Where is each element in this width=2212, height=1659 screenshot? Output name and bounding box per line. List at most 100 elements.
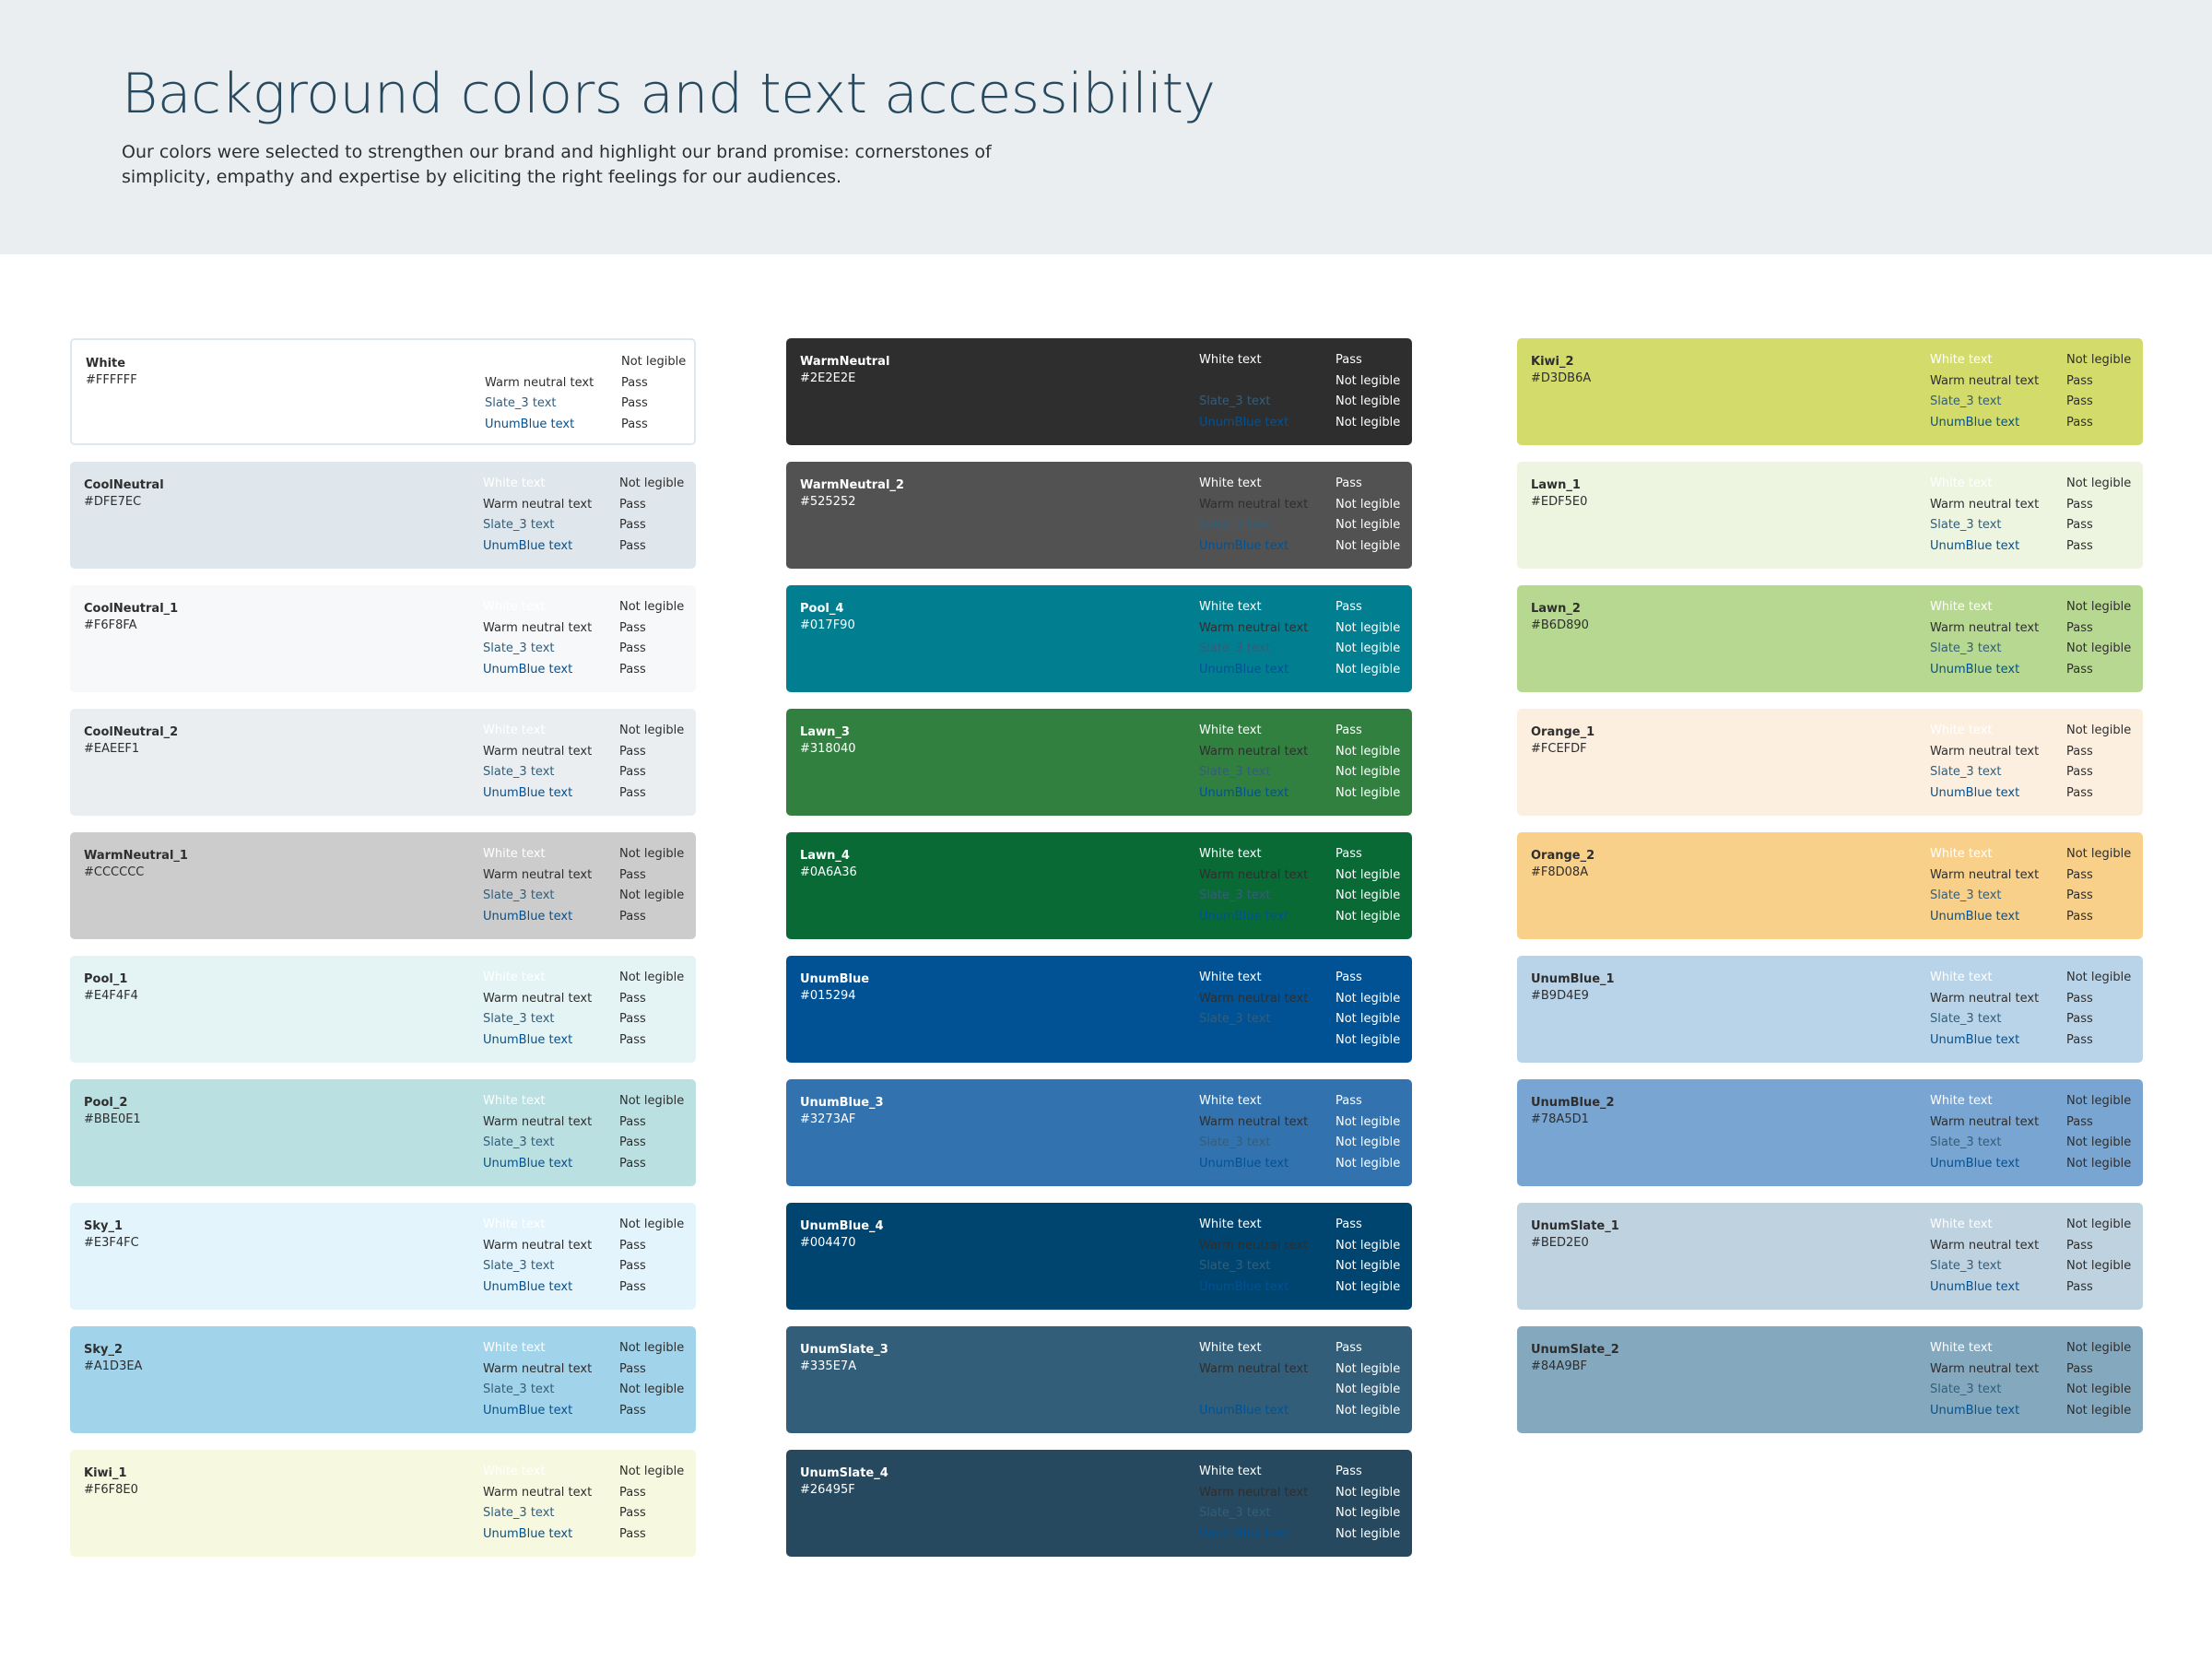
contrast-test-list: White text Not legible Warm neutral text Pa…	[483, 598, 686, 681]
contrast-result: Not legible	[1335, 394, 1401, 409]
swatch-hex: #318040	[800, 742, 856, 756]
text-sample-label: UnumBlue text	[1930, 415, 2020, 429]
contrast-test-row: UnumBlue text Pass	[1930, 661, 2133, 682]
contrast-result: Pass	[619, 1279, 646, 1294]
contrast-test-row: Slate_3 text Not legible	[1199, 1134, 1402, 1155]
contrast-result: Pass	[1335, 600, 1362, 614]
contrast-result: Not legible	[1335, 1259, 1401, 1274]
contrast-test-row: UnumBlue text Pass	[1930, 537, 2133, 559]
text-sample-label: UnumBlue text	[1199, 1032, 1289, 1047]
text-sample-label: UnumBlue text	[1199, 1156, 1289, 1171]
swatch-name: Orange_2	[1531, 849, 1595, 863]
contrast-result: Not legible	[619, 971, 685, 984]
contrast-result: Pass	[1335, 477, 1362, 490]
text-sample-label: White text	[1930, 971, 1993, 984]
color-swatch-card: UnumBlue #015294 White text Pass Warm neutra…	[786, 956, 1412, 1063]
text-sample-label: UnumBlue text	[1930, 538, 2020, 553]
contrast-test-list: White text Pass Warm neutral text Not legib…	[1199, 1092, 1402, 1175]
contrast-result: Not legible	[1335, 1361, 1401, 1376]
contrast-test-row: White text Not legible	[483, 475, 686, 496]
contrast-test-row: White text Pass	[1199, 351, 1402, 372]
swatch-hex: #0A6A36	[800, 865, 857, 879]
contrast-result: Not legible	[1335, 415, 1401, 429]
text-sample-label: Warm neutral text	[483, 1485, 593, 1500]
text-sample-label: White text	[1930, 1218, 1993, 1231]
swatch-name: CoolNeutral_1	[84, 602, 179, 616]
swatch-name: UnumBlue_3	[800, 1096, 884, 1110]
contrast-result: Not legible	[1335, 1382, 1401, 1397]
contrast-result: Not legible	[1335, 888, 1401, 903]
contrast-result: Pass	[619, 785, 646, 800]
swatch-column-2: WarmNeutral #2E2E2E White text Pass Warm neu…	[786, 338, 1412, 1573]
contrast-test-row: UnumBlue text Pass	[483, 1525, 686, 1547]
color-swatch-card: Pool_4 #017F90 White text Pass Warm neutral …	[786, 585, 1412, 692]
text-sample-label: Warm neutral text	[1199, 744, 1309, 759]
text-sample-label: Slate_3 text	[1199, 641, 1271, 656]
contrast-test-row: Warm neutral text Pass	[483, 866, 686, 888]
swatch-name: Kiwi_2	[1531, 355, 1574, 369]
contrast-result: Pass	[619, 1135, 646, 1150]
text-sample-label: Slate_3 text	[1930, 394, 2002, 409]
text-sample-label: White text	[1930, 600, 1993, 614]
contrast-result: Pass	[2066, 1238, 2093, 1253]
contrast-test-row: Warm neutral text Pass	[483, 1237, 686, 1258]
contrast-result: Pass	[619, 1156, 646, 1171]
contrast-test-row: Warm neutral text Not legible	[1199, 372, 1402, 394]
contrast-result: Pass	[619, 1506, 646, 1521]
text-sample-label: Warm neutral text	[1199, 620, 1309, 635]
swatch-hex: #F6F8FA	[84, 618, 137, 632]
contrast-test-row: Warm neutral text Not legible	[1199, 1360, 1402, 1382]
text-sample-label: Slate_3 text	[483, 1259, 555, 1274]
text-sample-label: Slate_3 text	[483, 1382, 555, 1397]
color-swatch-card: Kiwi_2 #D3DB6A White text Not legible Warm n…	[1517, 338, 2143, 445]
contrast-result: Not legible	[1335, 867, 1401, 882]
text-sample-label: White text	[1199, 477, 1262, 490]
text-sample-label: White text	[1199, 353, 1262, 367]
contrast-test-row: Slate_3 text Not legible	[1199, 640, 1402, 661]
text-sample-label: White text	[485, 355, 547, 369]
contrast-result: Pass	[2066, 620, 2093, 635]
contrast-result: Not legible	[1335, 1485, 1401, 1500]
contrast-test-list: White text Not legible Warm neutral text Pa…	[483, 1216, 686, 1299]
swatch-hex: #FFFFFF	[86, 373, 137, 387]
swatch-hex: #FCEFDF	[1531, 742, 1587, 756]
contrast-test-list: White text Not legible Warm neutral text Pa…	[1930, 1092, 2133, 1175]
contrast-test-row: Warm neutral text Pass	[483, 1113, 686, 1135]
text-sample-label: Slate_3 text	[1930, 641, 2002, 656]
contrast-test-row: Slate_3 text Not legible	[1199, 1381, 1402, 1402]
contrast-test-row: Warm neutral text Pass	[1930, 619, 2133, 641]
text-sample-label: White text	[1930, 724, 1993, 737]
contrast-result: Pass	[619, 1403, 646, 1418]
contrast-test-row: Warm neutral text Pass	[483, 496, 686, 517]
text-sample-label: Warm neutral text	[483, 867, 593, 882]
contrast-test-row: Slate_3 text Pass	[1930, 393, 2133, 414]
color-swatch-card: UnumBlue_4 #004470 White text Pass Warm neut…	[786, 1203, 1412, 1310]
color-swatch-card: UnumSlate_3 #335E7A White text Pass Warm neu…	[786, 1326, 1412, 1433]
swatch-hex: #335E7A	[800, 1359, 857, 1373]
contrast-result: Not legible	[2066, 971, 2132, 984]
contrast-result: Not legible	[619, 600, 685, 614]
swatch-hex: #26495F	[800, 1483, 855, 1497]
swatch-column-1: White #FFFFFF White text Not legible Warm ne…	[70, 338, 696, 1573]
text-sample-label: Slate_3 text	[483, 1012, 555, 1027]
contrast-test-row: Slate_3 text Pass	[1930, 763, 2133, 784]
contrast-test-row: White text Pass	[1199, 1463, 1402, 1484]
contrast-test-row: White text Pass	[1199, 722, 1402, 743]
contrast-test-row: Slate_3 text Not legible	[1930, 1134, 2133, 1155]
contrast-result: Pass	[2066, 1279, 2093, 1294]
text-sample-label: UnumBlue text	[1199, 662, 1289, 677]
text-sample-label: Slate_3 text	[1930, 1259, 2002, 1274]
text-sample-label: UnumBlue text	[1930, 909, 2020, 924]
contrast-test-row: Slate_3 text Not legible	[1199, 1504, 1402, 1525]
text-sample-label: UnumBlue text	[1930, 1403, 2020, 1418]
text-sample-label: Warm neutral text	[1199, 497, 1309, 512]
contrast-result: Pass	[619, 1361, 646, 1376]
swatch-hex: #CCCCCC	[84, 865, 145, 879]
contrast-result: Not legible	[1335, 909, 1401, 924]
swatch-hex: #84A9BF	[1531, 1359, 1587, 1373]
swatch-name: UnumBlue	[800, 972, 870, 986]
text-sample-label: UnumBlue text	[1930, 1032, 2020, 1047]
contrast-result: Not legible	[2066, 1341, 2132, 1355]
color-swatch-card: Orange_1 #FCEFDF White text Not legible Warm…	[1517, 709, 2143, 816]
text-sample-label: Warm neutral text	[1199, 991, 1309, 1006]
